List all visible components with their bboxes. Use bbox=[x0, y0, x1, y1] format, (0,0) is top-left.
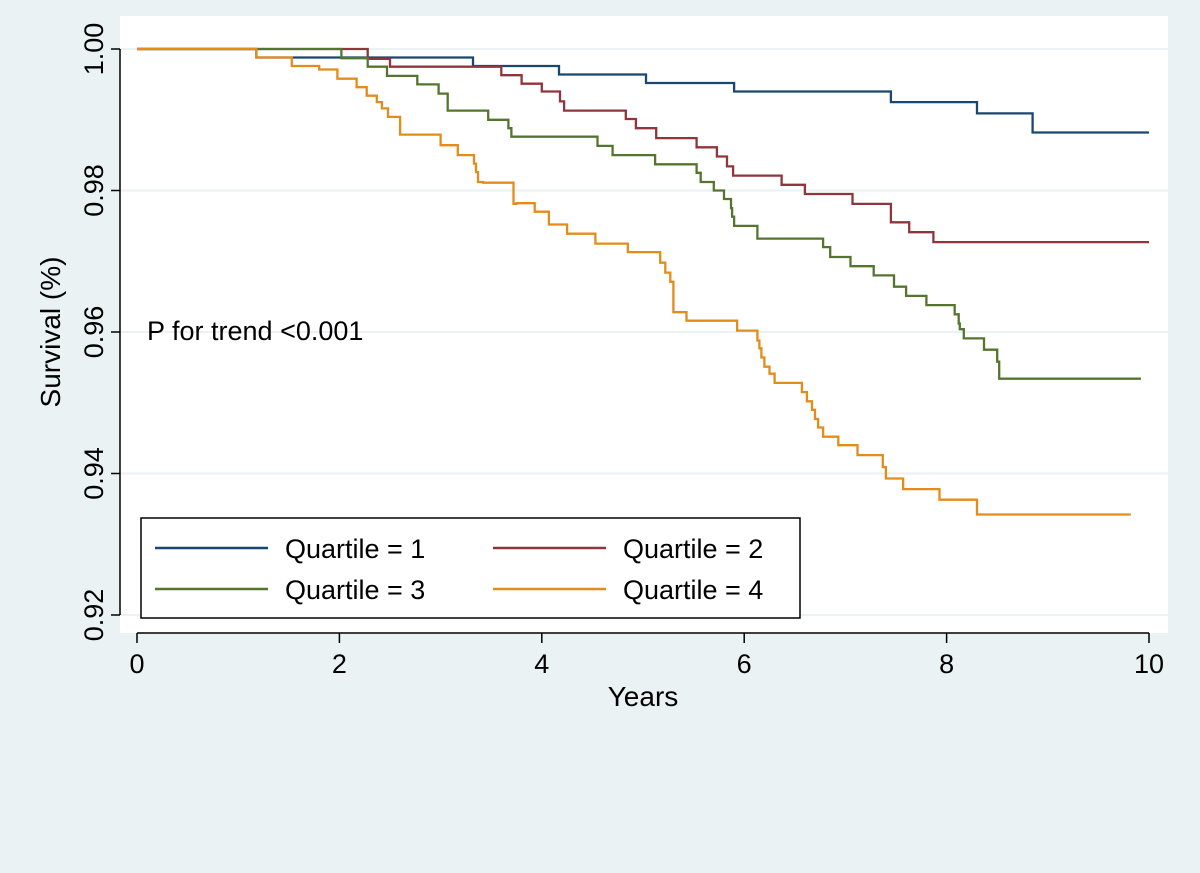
legend-box bbox=[140, 517, 801, 619]
x-tick-label-2: 4 bbox=[534, 649, 549, 679]
x-tick-label-3: 6 bbox=[737, 649, 752, 679]
y-axis-title: Survival (%) bbox=[35, 257, 66, 408]
y-tick-label-4: 1.00 bbox=[79, 23, 109, 76]
legend-label-quartile-4: Quartile = 4 bbox=[623, 575, 763, 605]
legend-label-quartile-2: Quartile = 2 bbox=[623, 534, 763, 564]
x-tick-label-5: 10 bbox=[1134, 649, 1164, 679]
legend: Quartile = 1 Quartile = 2 Quartile = 3 Q… bbox=[140, 517, 801, 619]
series-line-quartile-3 bbox=[137, 47, 1141, 380]
series-line-quartile-1 bbox=[137, 47, 1149, 134]
series-line-quartile-4 bbox=[137, 47, 1131, 516]
legend-label-quartile-3: Quartile = 3 bbox=[285, 575, 425, 605]
axes: 0.92 0.94 0.96 0.98 1.00 0 2 4 6 8 10 bbox=[79, 23, 1164, 679]
y-tick-label-0: 0.92 bbox=[79, 589, 109, 642]
series-line-quartile-2 bbox=[137, 47, 1149, 244]
x-tick-label-4: 8 bbox=[939, 649, 954, 679]
annotation-text: P for trend <0.001 bbox=[147, 316, 363, 346]
x-tick-label-0: 0 bbox=[129, 649, 144, 679]
x-axis-title: Years bbox=[608, 681, 679, 712]
series-layer bbox=[137, 47, 1149, 516]
y-tick-label-3: 0.98 bbox=[79, 164, 109, 217]
y-tick-label-1: 0.94 bbox=[79, 447, 109, 500]
y-tick-label-2: 0.96 bbox=[79, 306, 109, 359]
legend-label-quartile-1: Quartile = 1 bbox=[285, 534, 425, 564]
x-tick-label-1: 2 bbox=[332, 649, 347, 679]
